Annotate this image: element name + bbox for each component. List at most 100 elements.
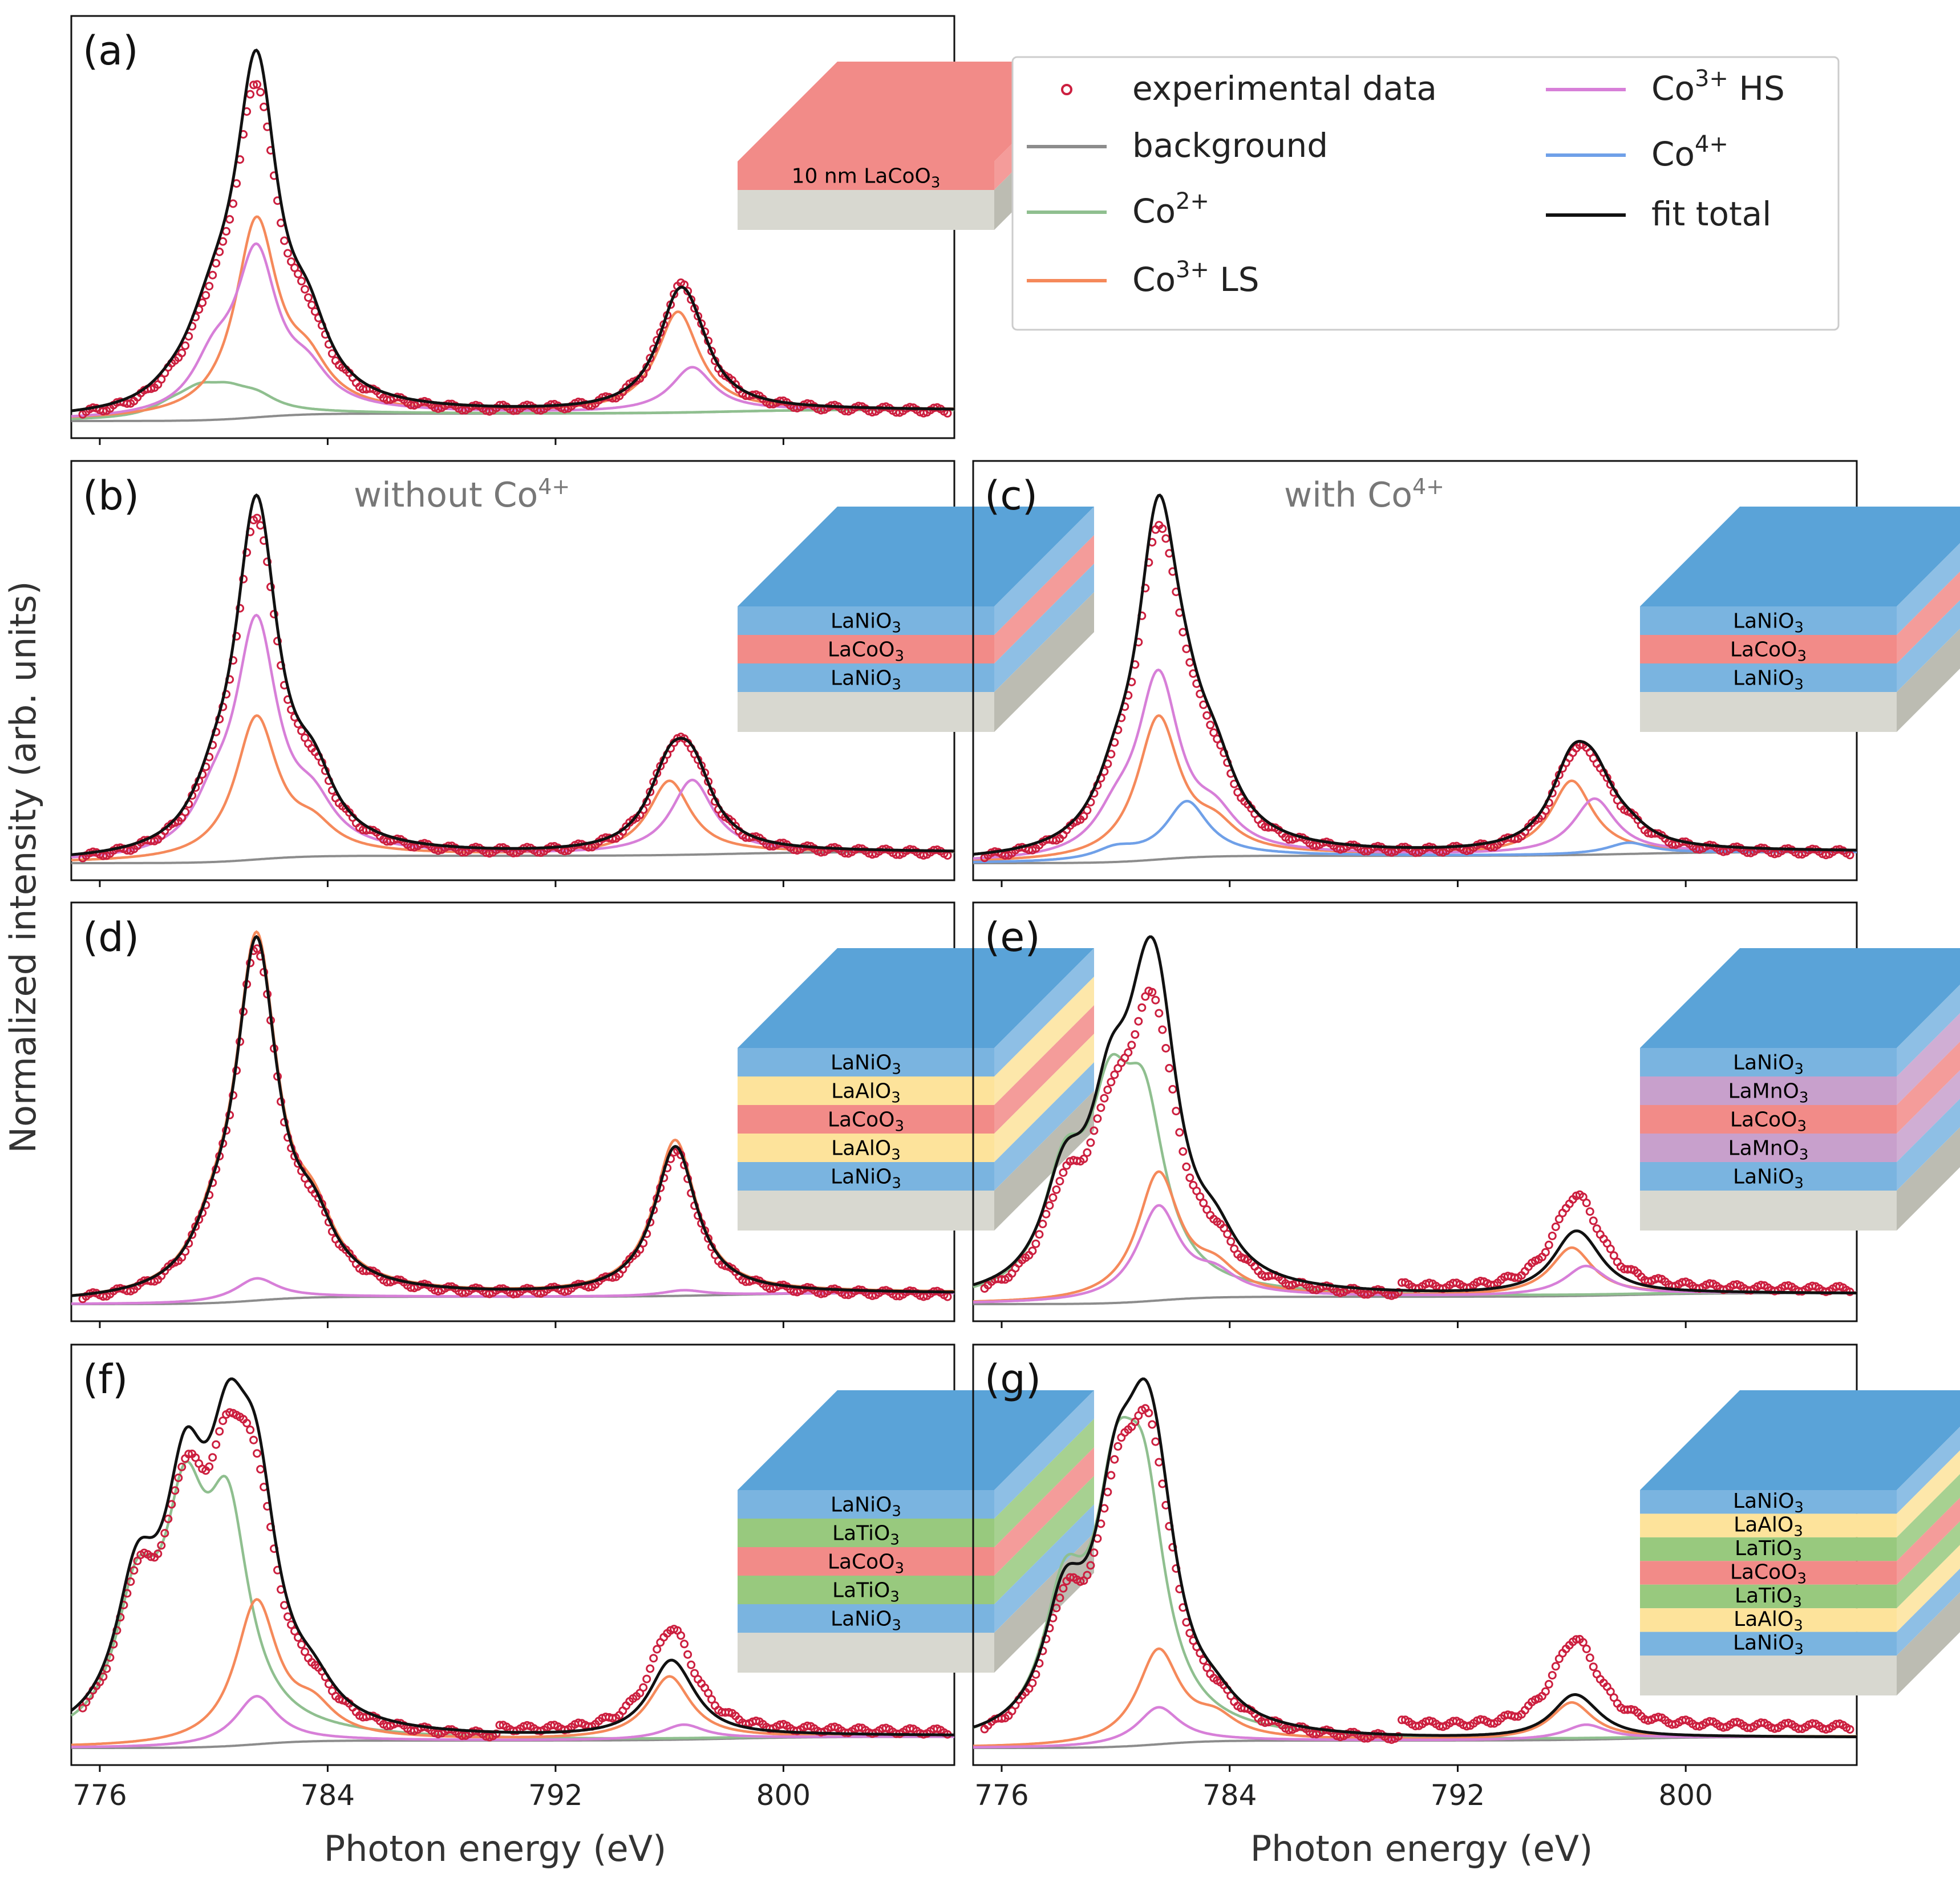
data-point <box>280 236 289 245</box>
data-point <box>1131 1030 1140 1039</box>
stack-layer-side <box>1897 1521 1960 1609</box>
data-point <box>246 90 255 99</box>
data-point <box>1582 1644 1591 1653</box>
stack-layer-label: LaNiO3 <box>1733 1632 1804 1658</box>
stack-layer-side <box>994 1419 1094 1547</box>
stack-layer-label: LaCoO3 <box>828 1551 904 1577</box>
x-tick-label: 776 <box>974 1779 1028 1812</box>
stack-layer <box>1640 1537 1897 1561</box>
data-point <box>1199 1199 1208 1208</box>
data-point <box>1158 1025 1167 1034</box>
data-point <box>1609 1251 1618 1260</box>
stack-layer-side <box>1897 1427 1960 1514</box>
data-point <box>1185 1173 1194 1182</box>
series-co3ls <box>71 215 954 418</box>
data-point <box>1155 1458 1164 1467</box>
data-point <box>1161 1044 1171 1053</box>
stack-layer-side <box>1897 1013 1960 1105</box>
legend-entry-co4: Co4+ <box>1546 131 1728 173</box>
data-point <box>905 1724 914 1733</box>
series-experimental <box>980 986 1854 1300</box>
data-point <box>1093 1114 1102 1123</box>
data-point <box>225 215 234 224</box>
series-fit-total <box>71 48 954 412</box>
data-point <box>1585 1207 1594 1216</box>
data-point <box>1083 806 1092 815</box>
data-point <box>816 1289 825 1298</box>
data-point <box>297 1640 306 1649</box>
data-point <box>1038 1220 1047 1228</box>
substrate-front <box>1640 692 1897 732</box>
legend-entry-fit-total: fit total <box>1546 195 1771 233</box>
data-point <box>1055 1593 1064 1602</box>
x-tick-label: 800 <box>756 1779 811 1812</box>
series-co4 <box>973 800 1857 864</box>
data-point <box>294 269 302 278</box>
panel-annotation: without Co4+ <box>354 474 570 515</box>
stack-layer-label: LaNiO3 <box>1733 1165 1804 1192</box>
data-point <box>803 1721 812 1730</box>
stack-layer-side <box>994 535 1094 663</box>
series-co3hs <box>71 1695 954 1749</box>
data-point <box>1096 1103 1105 1112</box>
legend-label: Co3+ LS <box>1132 257 1260 299</box>
x-tick-label: 784 <box>1202 1779 1257 1812</box>
data-point <box>1770 849 1779 859</box>
panel-annotation: with Co4+ <box>1284 474 1444 515</box>
stack-layer-label: LaAlO3 <box>1734 1608 1803 1634</box>
stack-layer <box>1640 635 1897 663</box>
stack-layer <box>1640 1490 1897 1514</box>
data-point <box>212 258 221 268</box>
data-point <box>1161 534 1171 543</box>
substrate-side <box>1897 1127 1960 1231</box>
stack-top-face <box>738 62 1094 161</box>
data-point <box>1028 1246 1037 1256</box>
stack-layer-label: LaMnO3 <box>1728 1080 1809 1107</box>
data-point <box>177 1462 187 1471</box>
data-point <box>1544 1240 1553 1249</box>
data-point <box>181 341 190 350</box>
data-point <box>301 1648 309 1656</box>
data-point <box>1059 1168 1068 1177</box>
data-point <box>1770 1724 1779 1733</box>
stack-layer-side <box>1897 1545 1960 1632</box>
stack-layer-side <box>994 1005 1094 1134</box>
data-point <box>147 1552 156 1561</box>
stack-layer-side <box>1897 543 1960 635</box>
data-point <box>253 80 262 89</box>
stack-layer <box>1640 1048 1897 1076</box>
data-point <box>683 1650 693 1659</box>
series-experimental <box>980 1404 1854 1744</box>
legend-label: Co3+ HS <box>1651 66 1785 108</box>
series-co2 <box>71 381 954 420</box>
data-point <box>157 375 166 384</box>
stack-layer-label: LaNiO3 <box>831 610 901 637</box>
stack-layer-side <box>1897 1042 1960 1134</box>
stack-top-face <box>1640 948 1960 1048</box>
data-point <box>222 226 231 236</box>
data-point <box>1182 644 1191 653</box>
data-point <box>1052 1185 1061 1194</box>
stack-layer <box>1640 1134 1897 1162</box>
panel-a: (a) 10 nm LaCoO3 <box>70 15 1094 445</box>
data-point <box>1582 1199 1591 1208</box>
data-point <box>1585 1653 1594 1662</box>
stack-layer-side <box>1897 1070 1960 1162</box>
series-co3ls <box>71 1598 954 1746</box>
data-point <box>1086 1138 1095 1147</box>
panel-label: (f) <box>83 1356 128 1403</box>
data-point <box>297 726 306 735</box>
legend-entry-experimental-data: experimental data <box>1061 69 1437 108</box>
substrate-front <box>738 1191 994 1231</box>
legend-label: Co4+ <box>1651 131 1728 173</box>
data-point <box>157 1541 166 1550</box>
data-point <box>1124 1048 1133 1057</box>
stack-layer-label: LaTiO3 <box>1735 1584 1802 1611</box>
stack-layer-side <box>1897 1498 1960 1585</box>
